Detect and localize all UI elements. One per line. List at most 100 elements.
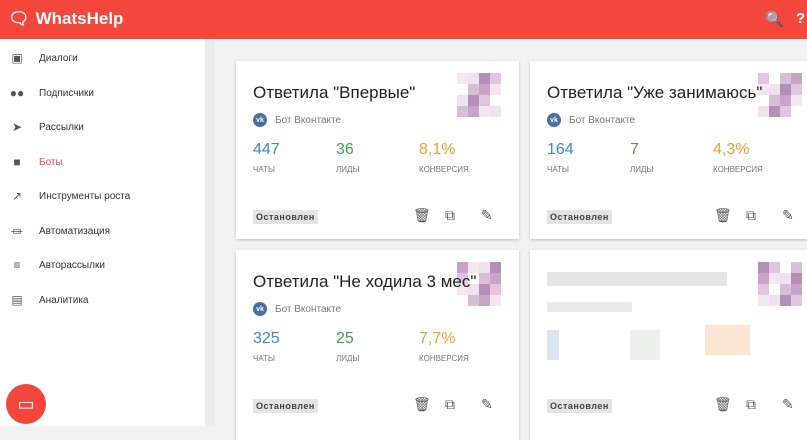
- sidebar-item-automation[interactable]: ⏛ Автоматизация: [0, 216, 205, 246]
- edit-icon[interactable]: ✎: [481, 396, 493, 412]
- stat-leads: 36 ЛИДЫ: [336, 141, 360, 174]
- chat-icon: ▣: [11, 51, 23, 65]
- stat-label: ЧАТЫ: [253, 165, 276, 174]
- filter-icon: ≡: [13, 258, 21, 272]
- stat-chats: 325 ЧАТЫ: [253, 330, 280, 363]
- copy-icon[interactable]: ⧉: [746, 207, 756, 223]
- stat-value: 164: [547, 141, 574, 158]
- stat-label: КОНВЕРСИЯ: [419, 354, 469, 363]
- stat-leads: 7 ЛИДЫ: [630, 141, 654, 174]
- app-header: 🗨 WhatsHelp 🔍 ?: [0, 0, 807, 39]
- status-badge: Остановлен: [253, 399, 318, 413]
- sidebar-scrollbar[interactable]: [205, 39, 215, 426]
- stat-value: 8,1%: [419, 141, 456, 158]
- chat-bubble-icon: ▭: [17, 393, 35, 414]
- stat-label: ЧАТЫ: [253, 354, 276, 363]
- android-icon: ■: [13, 155, 21, 169]
- sidebar-item-autobroadcasts[interactable]: ≡ Авторассылки: [0, 250, 205, 280]
- nav-label: Инструменты роста: [39, 190, 131, 202]
- search-icon[interactable]: 🔍: [765, 11, 784, 28]
- stat-label: ЧАТЫ: [547, 165, 570, 174]
- stat-value: 7,7%: [419, 330, 456, 347]
- people-icon: ●●: [9, 86, 25, 100]
- bot-card[interactable]: Ответила "Не ходила 3 мес" vk Бот Вконтакт…: [236, 250, 519, 440]
- vk-icon: vk: [253, 113, 267, 127]
- sidebar-item-bots[interactable]: ■ Боты: [0, 147, 205, 177]
- logo[interactable]: 🗨 WhatsHelp: [8, 9, 123, 29]
- bot-source: vk Бот Вконтакте: [547, 113, 635, 127]
- bot-source: vk Бот Вконтакте: [253, 302, 341, 316]
- bot-title[interactable]: Ответила "Впервые": [253, 83, 416, 102]
- source-label: Бот Вконтакте: [275, 114, 342, 126]
- stat-label: ЛИДЫ: [630, 165, 654, 174]
- stat-label: КОНВЕРСИЯ: [713, 165, 763, 174]
- bot-title[interactable]: Ответила "Уже занимаюсь": [547, 83, 763, 102]
- bot-card[interactable]: Ответила "Впервые" vk Бот Вконтакте 447 ЧАТЫ…: [236, 61, 519, 239]
- nav-label: Автоматизация: [39, 225, 111, 237]
- source-label: Бот Вконтакте: [569, 114, 636, 126]
- status-badge: Остановлен: [253, 210, 318, 224]
- vk-icon: vk: [547, 113, 561, 127]
- nav-label: Подписчики: [39, 87, 95, 99]
- delete-icon[interactable]: 🗑: [714, 207, 732, 223]
- blurred-stat: [547, 330, 559, 360]
- sidebar-item-analytics[interactable]: ▤ Аналитика: [0, 285, 205, 315]
- help-icon[interactable]: ?: [796, 10, 806, 27]
- copy-icon[interactable]: ⧉: [746, 396, 756, 412]
- blurred-title: [547, 272, 727, 286]
- bot-card[interactable]: Ответила "Уже занимаюсь" vk Бот Вконтакте 1…: [530, 61, 807, 239]
- bot-avatar: [457, 262, 501, 306]
- sidebar: ▣ Диалоги ●● Подписчики ➤ Рассылки ■ Боты ↗ И…: [0, 39, 205, 426]
- plug-icon: ⏛: [10, 224, 23, 239]
- stat-conv: 4,3% КОНВЕРСИЯ: [713, 141, 763, 174]
- stat-value: 7: [630, 141, 639, 158]
- support-chat-button[interactable]: ▭: [6, 384, 46, 424]
- nav-label: Диалоги: [39, 52, 78, 64]
- bot-avatar: [457, 73, 501, 117]
- analytics-icon: ▤: [11, 293, 23, 307]
- copy-icon[interactable]: ⧉: [445, 207, 455, 223]
- nav-label: Аналитика: [39, 294, 89, 306]
- status-badge: Остановлен: [547, 399, 612, 413]
- stat-value: 25: [336, 330, 354, 347]
- edit-icon[interactable]: ✎: [782, 207, 794, 223]
- delete-icon[interactable]: 🗑: [714, 396, 732, 412]
- stat-conv: 8,1% КОНВЕРСИЯ: [419, 141, 469, 174]
- edit-icon[interactable]: ✎: [782, 396, 794, 412]
- stat-leads: 25 ЛИДЫ: [336, 330, 360, 363]
- blurred-source: [547, 302, 632, 312]
- logo-icon: 🗨: [8, 9, 30, 28]
- stat-chats: 164 ЧАТЫ: [547, 141, 574, 174]
- source-label: Бот Вконтакте: [275, 303, 342, 315]
- stat-value: 36: [336, 141, 354, 158]
- bot-title[interactable]: Ответила "Не ходила 3 мес": [253, 272, 477, 291]
- vk-icon: vk: [253, 302, 267, 316]
- sidebar-item-growth-tools[interactable]: ↗ Инструменты роста: [0, 181, 205, 211]
- stat-label: ЛИДЫ: [336, 354, 360, 363]
- stat-conv: 7,7% КОНВЕРСИЯ: [419, 330, 469, 363]
- delete-icon[interactable]: 🗑: [413, 396, 431, 412]
- nav-label: Авторассылки: [39, 259, 105, 271]
- stat-value: 325: [253, 330, 280, 347]
- blurred-stat: [630, 330, 660, 360]
- stat-value: 447: [253, 141, 280, 158]
- bot-avatar: [758, 262, 802, 306]
- send-icon: ➤: [11, 120, 23, 134]
- sidebar-item-broadcasts[interactable]: ➤ Рассылки: [0, 112, 205, 142]
- bot-avatar: [758, 73, 802, 117]
- bot-card[interactable]: Остановлен 🗑 ⧉ ✎: [530, 250, 807, 440]
- trending-icon: ↗: [11, 189, 23, 203]
- stat-chats: 447 ЧАТЫ: [253, 141, 280, 174]
- nav-label: Рассылки: [39, 121, 84, 133]
- stat-label: ЛИДЫ: [336, 165, 360, 174]
- brand-name: WhatsHelp: [35, 9, 124, 28]
- edit-icon[interactable]: ✎: [481, 207, 493, 223]
- copy-icon[interactable]: ⧉: [445, 396, 455, 412]
- sidebar-item-subscribers[interactable]: ●● Подписчики: [0, 78, 205, 108]
- blurred-stat: [705, 325, 750, 355]
- sidebar-item-dialogs[interactable]: ▣ Диалоги: [0, 43, 205, 73]
- status-badge: Остановлен: [547, 210, 612, 224]
- stat-label: КОНВЕРСИЯ: [419, 165, 469, 174]
- stat-value: 4,3%: [713, 141, 750, 158]
- delete-icon[interactable]: 🗑: [413, 207, 431, 223]
